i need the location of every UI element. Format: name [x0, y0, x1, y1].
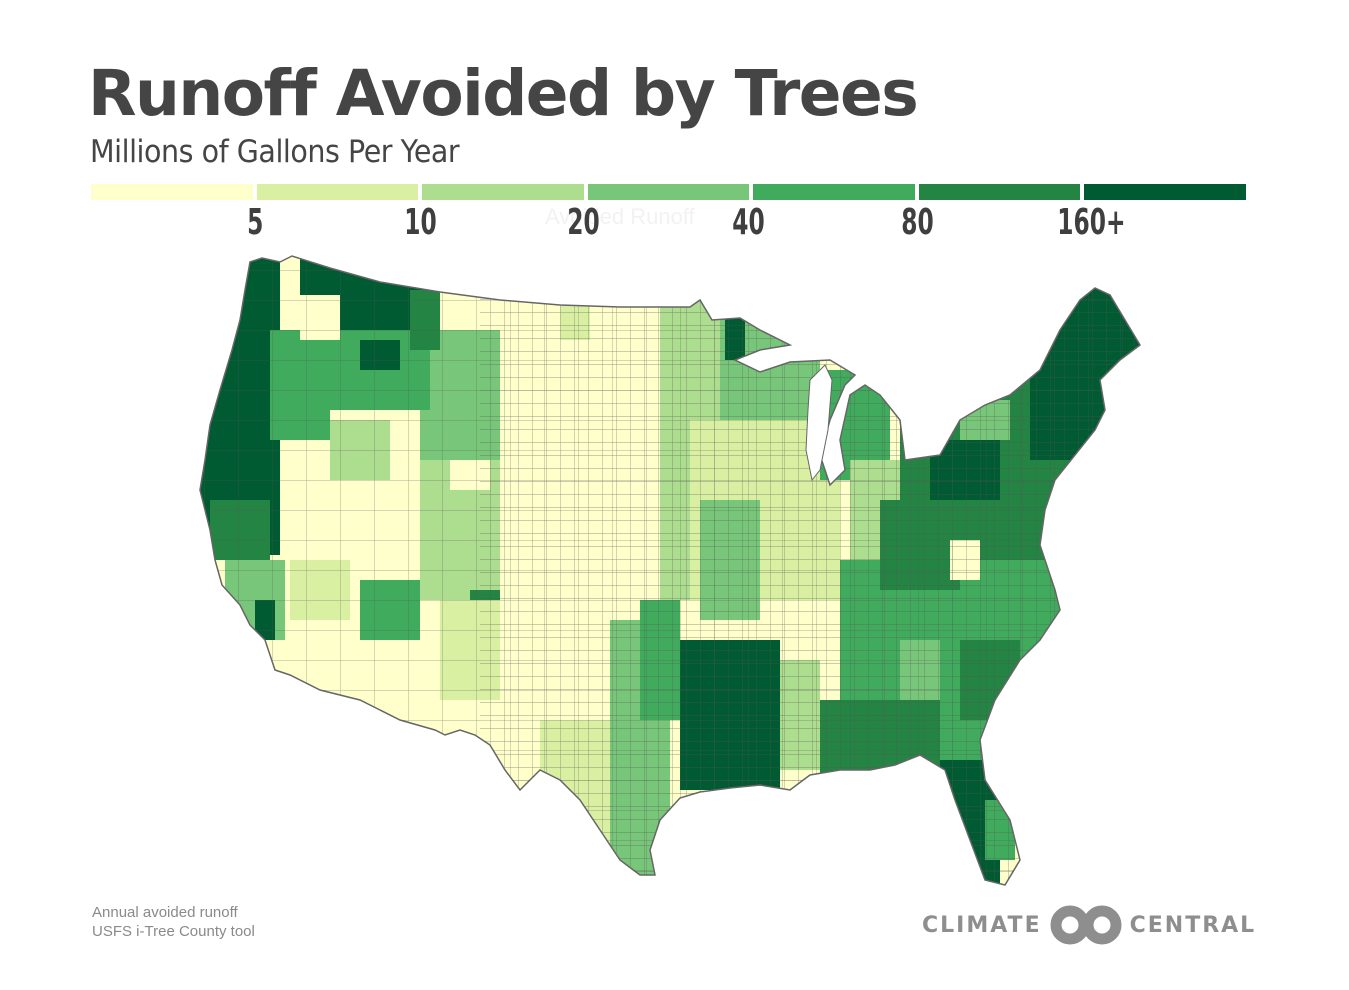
legend-tick-40: 40: [732, 202, 765, 243]
us-county-choropleth-map: [199, 255, 1141, 886]
legend-tick-5: 5: [247, 202, 264, 243]
legend-swatch-7: [1084, 184, 1247, 200]
legend-tick-10: 10: [404, 202, 437, 243]
legend-tick-160-plus: 160+: [1057, 202, 1126, 243]
legend-swatch-2: [256, 184, 419, 200]
legend-tick-labels: 5 10 20 40 80 160+: [0, 205, 1349, 245]
logo-rings-icon: [1050, 905, 1122, 945]
legend-swatch-6: [918, 184, 1081, 200]
county-fills: [200, 256, 1140, 885]
lake-michigan: [805, 364, 833, 482]
climate-central-logo: CLIMATE CENTRAL: [922, 905, 1256, 945]
legend-ghost-text: Avoided Runoff: [545, 204, 695, 229]
logo-text-climate: CLIMATE: [922, 912, 1042, 938]
source-line-2: USFS i-Tree County tool: [92, 923, 255, 940]
legend-swatch-5: [753, 184, 915, 200]
legend-swatch-4: [587, 184, 750, 200]
legend-tick-20: 20: [567, 202, 600, 243]
color-legend: [91, 184, 1247, 200]
legend-tick-80: 80: [901, 202, 934, 243]
source-line-1: Annual avoided runoff: [92, 904, 238, 921]
logo-text-central: CENTRAL: [1129, 912, 1257, 938]
source-note: Annual avoided runoff USFS i-Tree County…: [92, 903, 255, 941]
page-subtitle: Millions of Gallons Per Year: [90, 134, 460, 170]
page-title: Runoff Avoided by Trees: [88, 57, 919, 130]
legend-swatch-3: [422, 184, 584, 200]
legend-swatch-1: [91, 184, 253, 200]
